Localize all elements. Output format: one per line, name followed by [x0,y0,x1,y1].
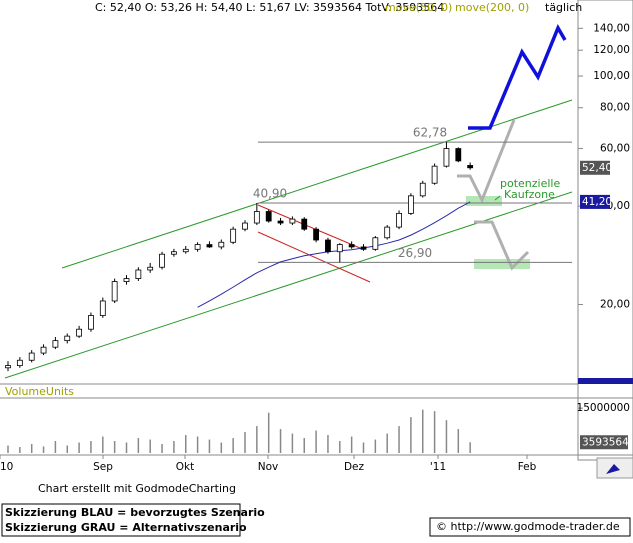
last-value-box [580,194,610,209]
channel-line [257,204,361,249]
candle-body [182,248,189,253]
candle-body [253,211,260,224]
frequency: täglich [545,1,582,14]
axis-marker [578,378,633,384]
candle-body [135,269,142,279]
y-tick-label: 60,00 [600,143,630,155]
candle-body [64,335,71,342]
volume-last-label: 3593564 [582,436,629,448]
candle-body [301,218,308,230]
copyright: © http://www.godmode-trader.de [436,520,620,533]
candle-body [443,148,450,167]
candle-body [206,244,213,248]
moving-average [197,201,471,308]
volume-tick-label: 15000000 [577,402,630,414]
candle-body [407,195,414,214]
buy-zone [474,259,530,269]
x-tick-label: 10 [0,461,13,473]
last-value-label: 41,20 [582,196,612,208]
candle-body [348,244,355,248]
indicator-label: move(200, 0) [455,1,529,14]
candle-body [360,246,367,250]
tool-icon [606,464,620,474]
candle-body [76,328,82,337]
sketch-blue [468,24,567,130]
candle-body [396,212,402,228]
candle-body [40,346,47,354]
candle-body [455,148,462,162]
x-tick-label: Feb [518,461,537,473]
note: Skizzierung BLAU = bevorzugtes Szenario [5,506,265,519]
last-value-box [580,160,610,175]
candle-body [313,228,320,241]
candle-body [218,241,225,248]
channel-line [257,231,371,283]
candle-body [384,226,391,239]
candle-body [28,352,35,361]
candle-body [336,244,343,253]
indicator-label: move(50, 0) [385,1,452,14]
candle-body [123,278,130,282]
x-tick-label: Sep [93,461,113,473]
candle-body [111,281,118,302]
volume-label: VolumeUnits [5,385,74,398]
y-tick-label: 120,00 [593,44,630,56]
level-label: 40,90 [253,186,287,200]
candle-body [88,315,94,330]
x-tick-label: '11 [430,461,446,473]
candle-body [16,359,23,367]
candle-body [159,253,165,268]
candle-body [467,165,474,169]
candle-body [242,222,248,230]
sketch-grey [457,119,516,204]
candle-body [325,239,331,253]
buy-zone [466,196,502,206]
copyright-box [429,517,631,537]
candle-body [277,220,284,224]
candle-body [170,251,177,255]
level-label: 62,78 [413,126,447,140]
y-tick-label: 100,00 [593,70,630,82]
x-tick-label: Dez [344,461,365,473]
candle-body [194,244,201,250]
candle-body [99,300,106,316]
x-tick-label: Okt [176,461,194,473]
last-value-label: 52,40 [582,162,612,174]
candle-body [289,218,296,224]
note-box [1,503,241,537]
y-tick-label: 80,00 [600,102,630,114]
candle-body [372,237,379,250]
candle-body [265,211,272,222]
candle-body [147,266,154,271]
x-tick-label: Nov [258,461,279,473]
zone-label: potenzielle [500,177,560,190]
note: Skizzierung GRAU = Alternativszenario [5,521,247,534]
candle-body [419,182,426,197]
zone-label: Kaufzone [504,188,555,201]
axis-panel [577,0,633,461]
sketch-grey [474,220,530,271]
y-tick-label: 140,00 [593,22,630,34]
candle-body [5,365,11,369]
zone-pointer [494,195,501,201]
volume-last-box [580,435,628,450]
credit: Chart erstellt mit GodmodeCharting [38,482,236,495]
candle-body [52,340,59,348]
level-label: 26,90 [398,246,432,260]
y-tick-label: 20,00 [600,298,630,310]
candle-body [230,228,237,243]
candle-body [431,165,438,184]
header: C: 52,40 O: 53,26 H: 54,40 L: 51,67 LV: … [95,1,444,14]
